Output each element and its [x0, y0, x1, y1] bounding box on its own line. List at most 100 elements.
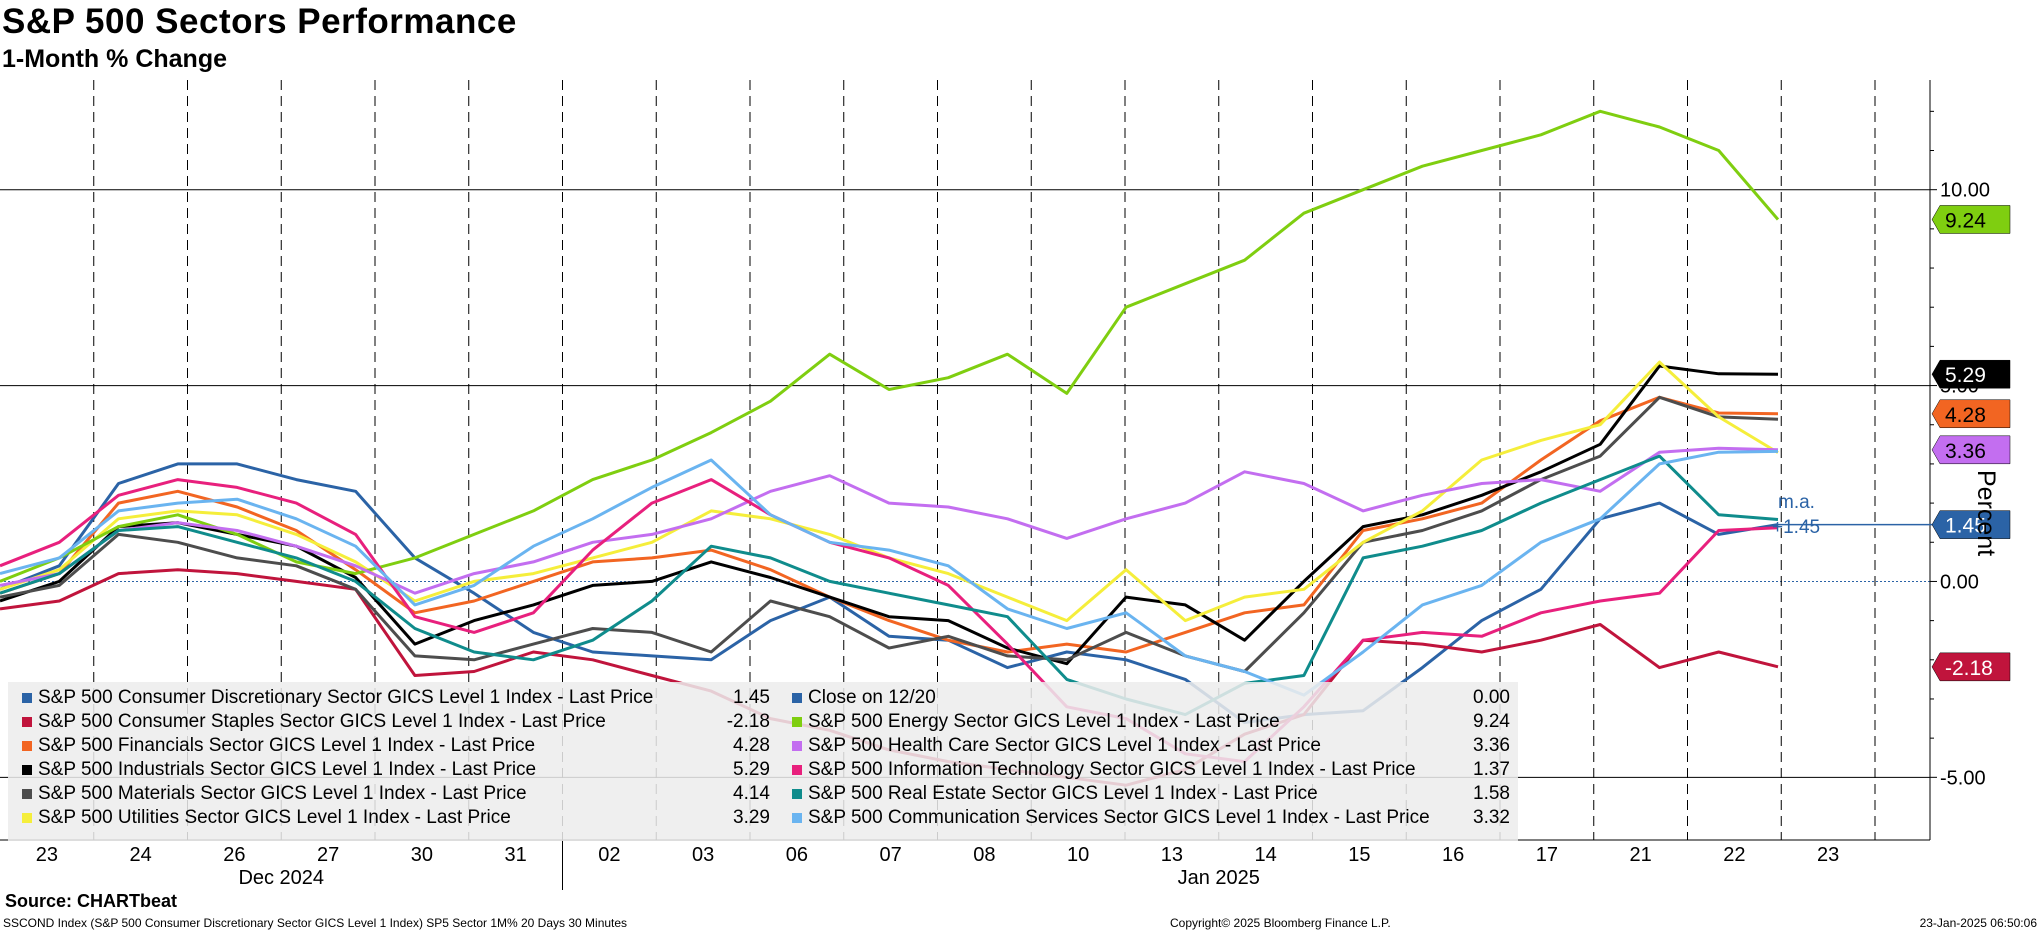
- x-tick-label: 02: [598, 844, 620, 866]
- legend-label: S&P 500 Financials Sector GICS Level 1 I…: [38, 735, 536, 756]
- series-line-9: [0, 478, 1779, 764]
- legend-item: S&P 500 Energy Sector GICS Level 1 Index…: [778, 710, 1518, 734]
- chart-subtitle: 1-Month % Change: [2, 45, 227, 73]
- month-label-jan: Jan 2025: [1178, 867, 1260, 889]
- x-tick-label: 07: [880, 844, 902, 866]
- value-tag: [1931, 399, 2011, 429]
- legend-value: 3.36: [1473, 735, 1510, 756]
- legend-label: S&P 500 Energy Sector GICS Level 1 Index…: [808, 711, 1280, 732]
- legend-swatch: [792, 717, 802, 727]
- x-tick-label: 15: [1348, 844, 1370, 866]
- footer-copyright: Copyright© 2025 Bloomberg Finance L.P.: [1170, 916, 1391, 930]
- y-tick-label: 10.00: [1940, 180, 1990, 202]
- value-tag-label: -2.18: [1945, 657, 1993, 680]
- y-tick-label: -5.00: [1940, 767, 1986, 789]
- value-tag-label: 4.28: [1945, 404, 1986, 427]
- x-tick-label: 21: [1630, 844, 1652, 866]
- legend-label: S&P 500 Consumer Staples Sector GICS Lev…: [38, 711, 606, 732]
- legend-swatch: [792, 741, 802, 751]
- source-note: Source: CHARTbeat: [5, 891, 178, 911]
- x-tick-label: 14: [1255, 844, 1277, 866]
- legend-value: 1.58: [1473, 783, 1510, 804]
- x-tick-label: 16: [1442, 844, 1464, 866]
- x-tick-label: 10: [1067, 844, 1089, 866]
- y-axis-label: Percent: [1972, 470, 2000, 557]
- legend-label: S&P 500 Industrials Sector GICS Level 1 …: [38, 759, 537, 780]
- legend-swatch: [792, 813, 802, 823]
- series-line-10: [0, 454, 1779, 717]
- legend-swatch: [22, 741, 32, 751]
- value-tag: [1931, 359, 2011, 389]
- legend-item: S&P 500 Materials Sector GICS Level 1 In…: [8, 782, 778, 806]
- x-tick-label: 08: [973, 844, 995, 866]
- value-tag: [1931, 205, 2011, 234]
- y-tick-label: 0.00: [1940, 571, 1979, 593]
- legend-item: S&P 500 Communication Services Sector GI…: [778, 806, 1518, 830]
- chart-title: S&P 500 Sectors Performance: [2, 2, 517, 41]
- legend-label: S&P 500 Communication Services Sector GI…: [808, 807, 1430, 828]
- legend-value: 3.32: [1473, 807, 1510, 828]
- x-tick-label: 23: [1817, 844, 1839, 866]
- legend-value: 0.00: [1473, 687, 1510, 708]
- legend-label: S&P 500 Materials Sector GICS Level 1 In…: [38, 783, 527, 804]
- annotation-ma-value: +1.45: [1772, 517, 1820, 538]
- x-tick-label: 06: [786, 844, 808, 866]
- series-line-0: [0, 462, 1779, 724]
- x-tick-label: 30: [411, 844, 433, 866]
- legend-value: 4.28: [733, 735, 770, 756]
- x-tick-label: 31: [505, 844, 527, 866]
- legend-swatch: [22, 765, 32, 775]
- legend-value: 4.14: [733, 783, 770, 804]
- legend-value: 9.24: [1473, 711, 1510, 732]
- legend-value: 5.29: [733, 759, 770, 780]
- value-tag: [1931, 510, 2011, 539]
- legend-label: S&P 500 Utilities Sector GICS Level 1 In…: [38, 807, 511, 828]
- x-tick-label: 24: [130, 844, 152, 866]
- value-tag: [1931, 435, 2011, 465]
- legend-item: S&P 500 Consumer Discretionary Sector GI…: [8, 686, 778, 710]
- legend-value: -2.18: [726, 711, 770, 732]
- legend-item: S&P 500 Real Estate Sector GICS Level 1 …: [778, 782, 1518, 806]
- value-tags-layer: m.a. +1.45 9.24 5.29 4.28 3.36 1.45 -2.18: [1772, 205, 2011, 682]
- legend-item: S&P 500 Health Care Sector GICS Level 1 …: [778, 734, 1518, 758]
- series-line-8: [0, 446, 1779, 595]
- legend-swatch: [792, 789, 802, 799]
- legend-swatch: [792, 765, 802, 775]
- legend-label: S&P 500 Real Estate Sector GICS Level 1 …: [808, 783, 1318, 804]
- x-tick-label: 03: [692, 844, 714, 866]
- legend-label: S&P 500 Consumer Discretionary Sector GI…: [38, 687, 654, 708]
- footer-timestamp: 23-Jan-2025 06:50:06: [1919, 916, 2037, 930]
- legend-label: S&P 500 Health Care Sector GICS Level 1 …: [808, 735, 1321, 756]
- series-line-4: [0, 395, 1779, 673]
- legend-item: S&P 500 Information Technology Sector GI…: [778, 758, 1518, 782]
- value-tag: [1931, 652, 2011, 682]
- x-tick-label: 17: [1536, 844, 1558, 866]
- legend-item: S&P 500 Financials Sector GICS Level 1 I…: [8, 734, 778, 758]
- series-line-7: [0, 109, 1780, 583]
- legend-item: S&P 500 Consumer Staples Sector GICS Lev…: [8, 710, 778, 734]
- value-tag-label: 1.45: [1945, 515, 1986, 538]
- legend-value: 1.45: [733, 687, 770, 708]
- series-line-2: [0, 395, 1779, 654]
- legend-swatch: [792, 693, 802, 703]
- legend-value: 3.29: [733, 807, 770, 828]
- series-line-11: [0, 449, 1779, 697]
- x-tick-label: 23: [36, 844, 58, 866]
- legend-value: 1.37: [1473, 759, 1510, 780]
- month-label-dec: Dec 2024: [238, 867, 324, 889]
- legend-label: Close on 12/20: [808, 687, 936, 708]
- footer-index-description: SSCOND Index (S&P 500 Consumer Discretio…: [3, 916, 628, 930]
- legend-swatch: [22, 717, 32, 727]
- value-tag-label: 9.24: [1945, 209, 1986, 232]
- legend-item: S&P 500 Industrials Sector GICS Level 1 …: [8, 758, 778, 782]
- value-tag-label: 5.29: [1945, 364, 1986, 387]
- annotation-ma-label: m.a.: [1778, 492, 1815, 513]
- legend-swatch: [22, 789, 32, 799]
- legend: S&P 500 Consumer Discretionary Sector GI…: [8, 682, 1518, 841]
- legend-swatch: [22, 693, 32, 703]
- x-tick-label: 27: [317, 844, 339, 866]
- legend-swatch: [22, 813, 32, 823]
- legend-label: S&P 500 Information Technology Sector GI…: [808, 759, 1416, 780]
- value-tag-label: 3.36: [1945, 440, 1986, 463]
- x-tick-label: 26: [223, 844, 245, 866]
